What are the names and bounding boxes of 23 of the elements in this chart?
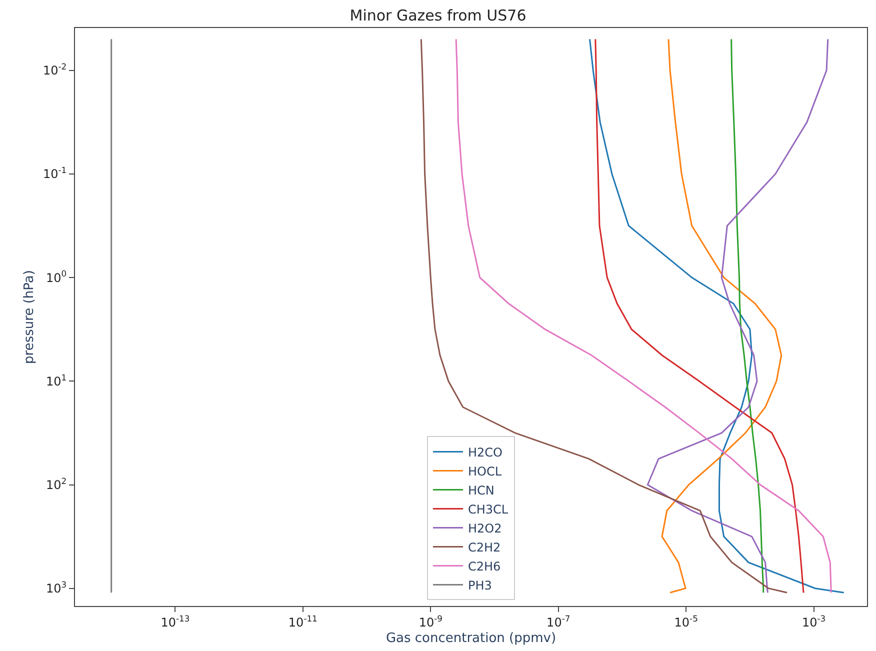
legend-label: HOCL: [468, 464, 502, 478]
y-axis-title: pressure (hPa): [22, 270, 37, 364]
x-tick-label: 10$^{-9}$: [418, 613, 442, 630]
legend-label: H2CO: [468, 445, 502, 460]
x-axis-title: Gas concentration (ppmv): [386, 631, 556, 646]
legend-label: HCN: [468, 483, 494, 498]
y-tick-label: 10$^{-1}$: [42, 165, 67, 182]
legend-label: PH3: [468, 578, 492, 592]
x-tick-label: 10$^{-7}$: [546, 613, 570, 630]
y-tick-label: 10$^{3}$: [46, 580, 67, 596]
y-tick-label: 10$^{-2}$: [42, 62, 67, 78]
legend-label: C2H2: [468, 540, 501, 554]
legend-label: C2H6: [468, 559, 501, 574]
y-tick-label: 10$^{2}$: [46, 476, 67, 492]
x-tick-label: 10$^{-11}$: [288, 613, 318, 630]
y-tick-label: 10$^{0}$: [46, 268, 67, 285]
x-tick-label: 10$^{-5}$: [674, 613, 698, 630]
x-tick-label: 10$^{-13}$: [160, 613, 190, 630]
y-tick-label: 10$^{1}$: [46, 372, 67, 388]
legend-label: H2O2: [468, 521, 502, 536]
legend-label: CH3CL: [468, 502, 508, 516]
chart-title: Minor Gazes from US76: [350, 6, 526, 24]
x-tick-label: 10$^{-3}$: [802, 613, 826, 630]
